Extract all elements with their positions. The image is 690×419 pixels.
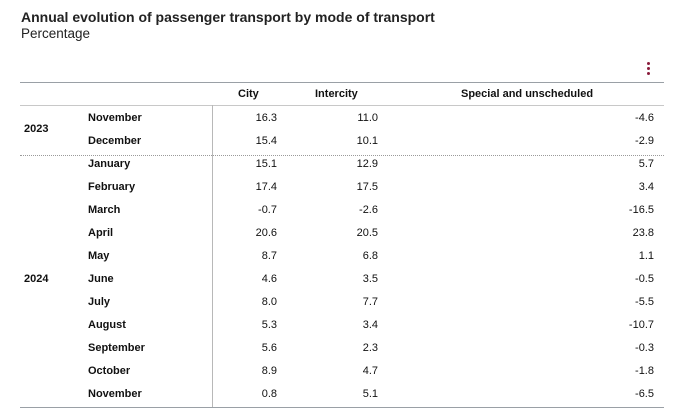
table-row: August 5.3 3.4 -10.7 [20, 314, 664, 337]
more-options-icon[interactable] [643, 60, 655, 78]
special-cell: -5.5 [635, 296, 654, 308]
special-cell: -6.5 [635, 388, 654, 400]
intercity-cell: 11.0 [357, 112, 378, 124]
table-row: March -0.7 -2.6 -16.5 [20, 199, 664, 222]
month-cell: May [88, 250, 110, 262]
intercity-cell: 20.5 [356, 227, 378, 239]
column-header-city: City [238, 88, 259, 100]
year-label: 2024 [24, 272, 49, 285]
month-cell: July [88, 296, 111, 308]
column-header-intercity: Intercity [315, 88, 358, 100]
month-cell: November [88, 388, 142, 400]
intercity-cell: -2.6 [359, 204, 378, 216]
table-bottom-rule [20, 407, 664, 408]
special-cell: 23.8 [632, 227, 654, 239]
table-row: December 15.4 10.1 -2.9 [20, 130, 664, 153]
city-cell: 5.3 [261, 319, 277, 331]
special-cell: 5.7 [638, 158, 654, 170]
table-row: July 8.0 7.7 -5.5 [20, 291, 664, 314]
intercity-cell: 4.7 [362, 365, 378, 377]
column-header-special: Special and unscheduled [461, 88, 594, 100]
column-divider [212, 105, 213, 407]
month-cell: April [88, 227, 114, 239]
data-table: City Intercity Special and unscheduled N… [20, 82, 664, 408]
special-cell: -1.8 [635, 365, 654, 377]
special-cell: 3.4 [638, 181, 654, 193]
table-row: October 8.9 4.7 -1.8 [20, 360, 664, 383]
special-cell: -10.7 [628, 319, 654, 331]
special-cell: -16.5 [628, 204, 654, 216]
intercity-cell: 12.9 [356, 158, 378, 170]
intercity-cell: 10.1 [356, 135, 378, 147]
month-cell: August [88, 319, 126, 331]
month-cell: March [88, 204, 121, 216]
special-cell: 1.1 [638, 250, 654, 262]
month-cell: June [88, 273, 114, 285]
special-cell: -0.5 [635, 273, 654, 285]
month-cell: February [88, 181, 136, 193]
intercity-cell: 5.1 [362, 388, 378, 400]
city-cell: 15.1 [255, 158, 277, 170]
special-cell: -2.9 [635, 135, 654, 147]
intercity-cell: 3.4 [362, 319, 378, 331]
city-cell: 8.9 [261, 365, 277, 377]
table-row: April 20.6 20.5 23.8 [20, 222, 664, 245]
city-cell: 16.3 [255, 112, 277, 124]
month-cell: December [88, 135, 142, 147]
intercity-cell: 7.7 [362, 296, 378, 308]
intercity-cell: 6.8 [362, 250, 378, 262]
year-divider [20, 155, 664, 156]
header-rule [20, 105, 664, 106]
table-row: September 5.6 2.3 -0.3 [20, 337, 664, 360]
city-cell: 4.6 [261, 273, 277, 285]
table-row: November 16.3 11.0 -4.6 [20, 107, 664, 130]
special-cell: -0.3 [635, 342, 654, 354]
chart-subtitle: Percentage [21, 26, 91, 41]
year-label: 2023 [24, 123, 49, 135]
city-cell: 0.8 [261, 388, 277, 400]
table-row: May 8.7 6.8 1.1 [20, 245, 664, 268]
intercity-cell: 17.5 [356, 181, 378, 193]
intercity-cell: 3.5 [362, 273, 378, 285]
table-row: November 0.8 5.1 -6.5 [20, 383, 664, 406]
intercity-cell: 2.3 [362, 342, 378, 354]
city-cell: 5.6 [261, 342, 277, 354]
month-cell: November [88, 112, 142, 124]
table-top-rule [20, 82, 664, 83]
chart-title: Annual evolution of passenger transport … [21, 9, 435, 25]
table-row: June 4.6 3.5 -0.5 [20, 268, 664, 291]
special-cell: -4.6 [635, 112, 654, 124]
month-cell: October [88, 365, 131, 377]
city-cell: 17.4 [255, 181, 277, 193]
month-cell: September [88, 342, 145, 354]
city-cell: 20.6 [255, 227, 277, 239]
city-cell: 8.0 [261, 296, 277, 308]
city-cell: -0.7 [258, 204, 277, 216]
city-cell: 8.7 [261, 250, 277, 262]
city-cell: 15.4 [255, 135, 277, 147]
month-cell: January [88, 158, 131, 170]
table-row: January 15.1 12.9 5.7 [20, 153, 664, 176]
table-row: February 17.4 17.5 3.4 [20, 176, 664, 199]
